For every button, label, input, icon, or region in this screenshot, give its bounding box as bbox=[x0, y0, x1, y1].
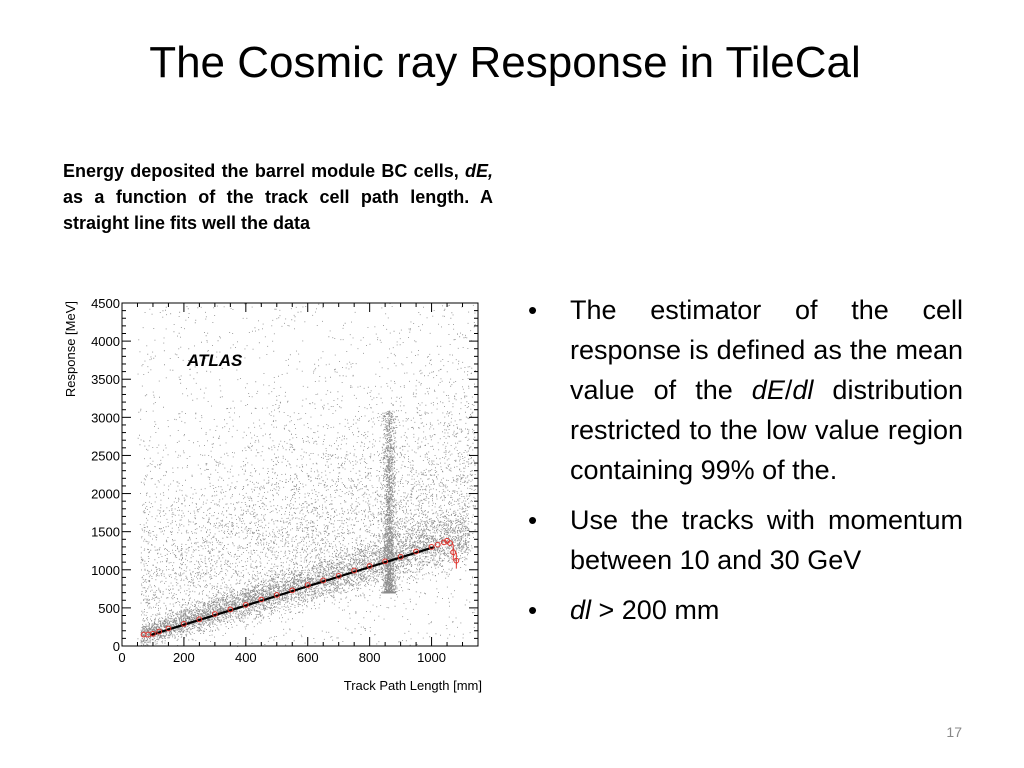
profile-point bbox=[413, 548, 419, 555]
profile-point bbox=[196, 616, 203, 623]
page-number: 17 bbox=[946, 724, 962, 740]
profile-point bbox=[335, 572, 342, 579]
bullet-item: The estimator of the cell response is de… bbox=[528, 290, 963, 490]
y-tick-label: 3000 bbox=[91, 410, 120, 425]
bullet-list: The estimator of the cell response is de… bbox=[528, 290, 963, 640]
profile-point bbox=[397, 553, 404, 560]
profile-points bbox=[140, 537, 460, 638]
profile-point bbox=[242, 601, 249, 608]
profile-point bbox=[304, 582, 311, 588]
y-tick-label: 0 bbox=[113, 639, 120, 654]
profile-point bbox=[227, 606, 234, 613]
bullet-item: dl > 200 mm bbox=[528, 590, 963, 630]
profile-point bbox=[366, 563, 373, 569]
y-tick-label: 1000 bbox=[91, 563, 120, 578]
plot-frame bbox=[121, 302, 479, 647]
x-tick-label: 1000 bbox=[417, 650, 446, 665]
profile-point bbox=[447, 540, 454, 547]
profile-point bbox=[181, 620, 187, 627]
profile-point bbox=[382, 558, 389, 565]
bullet-text: dl bbox=[792, 375, 814, 405]
profile-point bbox=[165, 625, 172, 632]
profile-point bbox=[320, 577, 327, 584]
chart-svg: 0 200 400 600 800 1000 0 500 1000 1500 2000 2500 300… bbox=[63, 296, 482, 693]
slide-title: The Cosmic ray Response in TileCal bbox=[149, 38, 861, 87]
y-tick-label: 3500 bbox=[91, 372, 120, 387]
scatter-points bbox=[137, 303, 476, 647]
y-tick-label: 500 bbox=[98, 601, 120, 616]
bullet-text: distribution restricted to the low value… bbox=[570, 375, 963, 485]
bullet-text: / bbox=[784, 375, 793, 405]
profile-point bbox=[211, 611, 218, 617]
profile-point bbox=[351, 567, 358, 574]
bullet-text: > 200 mm bbox=[591, 595, 720, 625]
axes: 0 200 400 600 800 1000 0 500 1000 1500 2000 2500 300… bbox=[91, 296, 479, 665]
profile-point bbox=[428, 544, 435, 550]
bullet-text: The estimator of the cell response is de… bbox=[570, 295, 963, 405]
profile-point bbox=[150, 630, 156, 637]
x-tick-label: 400 bbox=[235, 650, 257, 665]
atlas-label: ATLAS bbox=[186, 351, 243, 370]
caption-text-1: Energy deposited the barrel module BC ce… bbox=[63, 161, 465, 181]
chart-caption: Energy deposited the barrel module BC ce… bbox=[63, 158, 493, 236]
y-axis-label: Response [MeV] bbox=[63, 301, 78, 397]
profile-point bbox=[441, 539, 447, 546]
scatter-chart: 0 200 400 600 800 1000 0 500 1000 1500 2000 2500 300… bbox=[60, 293, 490, 698]
y-tick-label: 2000 bbox=[91, 487, 120, 502]
y-tick-label: 4500 bbox=[91, 296, 120, 311]
profile-point bbox=[258, 596, 265, 603]
caption-text-2: as a function of the track cell path len… bbox=[63, 187, 493, 233]
x-tick-label: 800 bbox=[359, 650, 381, 665]
scatter-cloud bbox=[137, 303, 476, 647]
x-axis-label: Track Path Length [mm] bbox=[344, 678, 482, 693]
bullet-text: dl bbox=[570, 595, 592, 625]
x-tick-label: 200 bbox=[173, 650, 195, 665]
bullet-text: dE bbox=[751, 375, 785, 405]
profile-point bbox=[434, 541, 441, 548]
x-tick-label: 0 bbox=[118, 650, 125, 665]
profile-point bbox=[156, 628, 163, 635]
profile-point bbox=[289, 587, 296, 594]
y-tick-label: 1500 bbox=[91, 525, 120, 540]
bullet-item: Use the tracks with momentum between 10 … bbox=[528, 500, 963, 580]
caption-italic-de: dE, bbox=[464, 161, 493, 181]
x-tick-label: 600 bbox=[297, 650, 319, 665]
bullet-text: Use the tracks with momentum between 10 … bbox=[570, 505, 963, 575]
profile-point bbox=[273, 592, 280, 598]
y-tick-label: 4000 bbox=[91, 334, 120, 349]
y-tick-label: 2500 bbox=[91, 448, 120, 463]
